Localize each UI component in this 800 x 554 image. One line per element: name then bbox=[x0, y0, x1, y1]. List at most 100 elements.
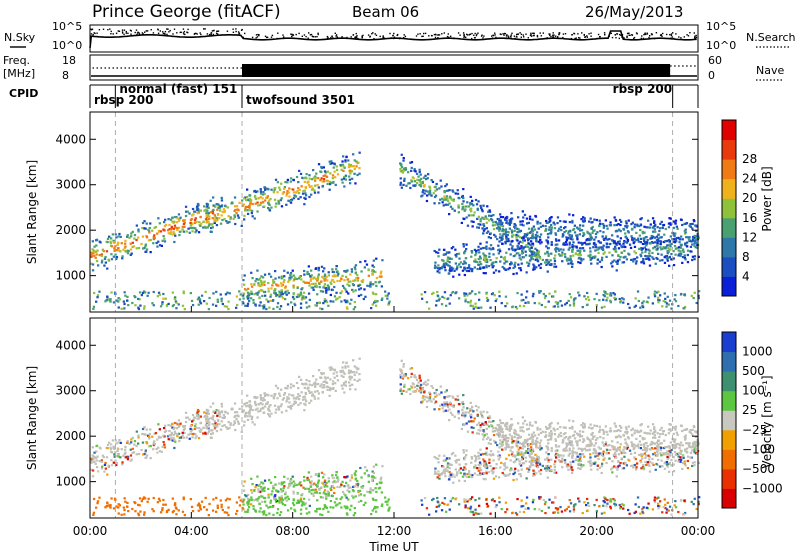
power-cell bbox=[529, 244, 532, 247]
velocity-cell bbox=[529, 450, 532, 453]
velocity-cell bbox=[578, 453, 582, 456]
power-cell bbox=[678, 252, 681, 255]
power-cell bbox=[569, 262, 573, 265]
power-cell bbox=[348, 163, 351, 166]
velocity-cell bbox=[312, 488, 315, 491]
power-cell bbox=[527, 221, 530, 224]
power-cell bbox=[410, 161, 414, 164]
search-noise-dot bbox=[636, 33, 638, 35]
power-cell bbox=[673, 220, 676, 223]
power-cell bbox=[443, 296, 446, 300]
colorbar-segment bbox=[722, 178, 736, 199]
velocity-cell bbox=[217, 419, 220, 422]
power-cell bbox=[151, 302, 154, 305]
power-cell bbox=[553, 257, 556, 260]
velocity-cell bbox=[297, 398, 301, 401]
velocity-cell bbox=[332, 477, 336, 480]
power-cell bbox=[340, 278, 343, 281]
velocity-cell bbox=[245, 405, 248, 408]
power-cell bbox=[295, 191, 298, 194]
power-cell bbox=[117, 235, 120, 238]
power-cell bbox=[135, 247, 138, 250]
velocity-cell bbox=[173, 430, 177, 433]
power-cell bbox=[242, 292, 246, 295]
search-noise-dot bbox=[123, 29, 126, 31]
power-cell bbox=[441, 201, 444, 204]
power-cell bbox=[665, 255, 669, 258]
power-cell bbox=[353, 279, 356, 282]
velocity-cell bbox=[272, 486, 275, 489]
velocity-cell bbox=[402, 373, 406, 376]
power-cell bbox=[451, 207, 454, 210]
velocity-cell bbox=[183, 431, 186, 434]
power-cell bbox=[248, 204, 251, 208]
power-cell bbox=[318, 286, 321, 289]
power-cell bbox=[344, 288, 347, 291]
velocity-cell bbox=[297, 387, 300, 390]
power-cell bbox=[372, 270, 375, 273]
power-cell bbox=[658, 299, 661, 302]
power-cell bbox=[567, 259, 570, 262]
search-noise-dot bbox=[361, 35, 363, 37]
velocity-cell bbox=[191, 433, 194, 436]
power-cell bbox=[269, 295, 272, 298]
velocity-cell bbox=[477, 406, 480, 409]
power-cell bbox=[162, 228, 165, 231]
power-cell bbox=[573, 231, 577, 234]
search-noise-dot bbox=[517, 33, 519, 35]
power-cell bbox=[438, 248, 441, 251]
power-cell bbox=[402, 167, 406, 170]
search-noise-dot bbox=[536, 34, 539, 37]
power-cell bbox=[199, 224, 202, 227]
velocity-cell bbox=[474, 460, 477, 463]
search-noise-dot bbox=[694, 37, 697, 40]
power-cell bbox=[477, 200, 480, 203]
velocity-cell bbox=[483, 423, 486, 426]
power-cell bbox=[603, 251, 606, 254]
power-cell bbox=[576, 249, 579, 252]
velocity-cell bbox=[205, 417, 208, 421]
power-cell bbox=[562, 242, 566, 245]
search-noise-dot bbox=[520, 36, 522, 38]
power-cell bbox=[193, 221, 197, 224]
power-cell bbox=[556, 247, 559, 250]
velocity-cell bbox=[539, 472, 542, 475]
power-cell bbox=[613, 293, 616, 296]
power-cell bbox=[316, 293, 319, 296]
power-cell bbox=[270, 188, 273, 191]
velocity-cell bbox=[267, 487, 270, 491]
velocity-cell bbox=[218, 413, 221, 416]
velocity-cell bbox=[242, 508, 245, 511]
power-cell bbox=[176, 228, 179, 232]
power-cell bbox=[440, 303, 444, 306]
power-cell bbox=[612, 247, 615, 250]
power-cell bbox=[648, 258, 651, 261]
power-cell bbox=[126, 235, 129, 238]
velocity-cell bbox=[472, 420, 475, 423]
velocity-cell bbox=[289, 479, 292, 482]
search-noise-dot bbox=[183, 30, 186, 33]
power-cell bbox=[642, 237, 646, 240]
search-noise-dot bbox=[466, 33, 468, 36]
power-cell bbox=[149, 222, 152, 225]
velocity-cell bbox=[284, 493, 287, 496]
power-cell bbox=[532, 263, 535, 266]
power-cell bbox=[129, 242, 132, 245]
power-cell bbox=[491, 247, 495, 250]
power-cell bbox=[653, 290, 657, 293]
power-cell bbox=[592, 255, 595, 258]
search-noise-dot bbox=[610, 32, 612, 34]
velocity-cell bbox=[168, 434, 171, 437]
power-cell bbox=[141, 221, 145, 225]
power-cell bbox=[339, 292, 342, 295]
power-cell bbox=[532, 268, 535, 271]
power-cell bbox=[250, 292, 253, 295]
velocity-cell bbox=[292, 480, 295, 483]
power-cell bbox=[182, 290, 185, 293]
power-cell bbox=[664, 227, 667, 231]
power-cell bbox=[197, 231, 201, 234]
velocity-cell bbox=[263, 399, 266, 402]
power-cell bbox=[663, 261, 667, 264]
power-cell bbox=[327, 285, 330, 288]
power-cell bbox=[348, 175, 351, 178]
